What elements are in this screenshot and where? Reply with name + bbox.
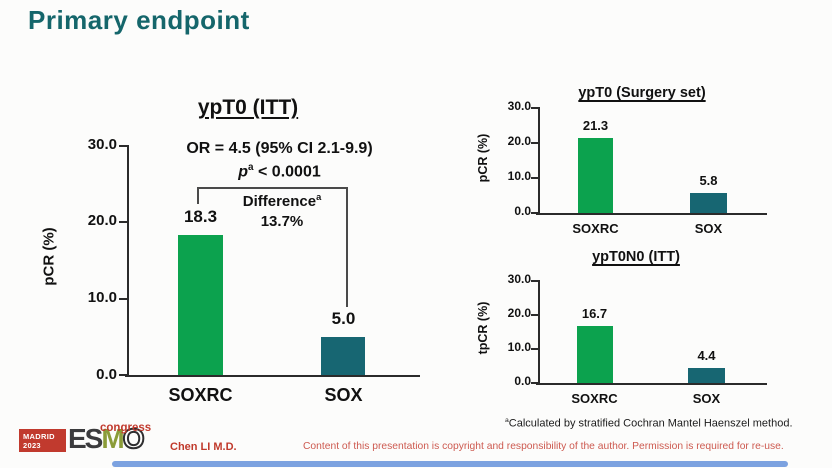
y-tick-label: 20.0 [87, 212, 117, 229]
bracket-left-tick [197, 187, 199, 204]
y-tick-label: 0.0 [514, 374, 531, 388]
y-tick-label: 30.0 [507, 99, 531, 113]
y-axis-tick [119, 374, 127, 376]
y-tick-label: 20.0 [507, 306, 531, 320]
x-axis-line [125, 375, 420, 377]
esmo-congress-logo: MADRID 2023 ESMO congress [19, 422, 169, 458]
y-tick-label: 10.0 [507, 340, 531, 354]
y-axis-tick [531, 142, 538, 144]
y-axis-title: pCR (%) [40, 227, 58, 286]
bar-value-label: 18.3 [183, 206, 218, 226]
bar-soxrc [178, 234, 223, 375]
y-tick-label: 30.0 [507, 272, 531, 286]
copyright-disclaimer: Content of this presentation is copyrigh… [303, 441, 784, 452]
category-label-soxrc: SOXRC [571, 391, 618, 406]
y-tick-label: 0.0 [514, 204, 531, 218]
y-tick-label: 0.0 [96, 366, 117, 383]
y-axis-tick [531, 107, 538, 109]
chart-title: ypT0N0 (ITT) [592, 249, 680, 265]
y-axis-tick [531, 382, 538, 384]
y-axis-tick [531, 314, 538, 316]
footnote: aCalculated by stratified Cochran Mantel… [505, 417, 793, 430]
category-label-sox: SOX [324, 385, 363, 405]
esmo-wordmark: ESMO [68, 422, 145, 455]
y-axis-tick [119, 298, 127, 300]
page-title: Primary endpoint [28, 5, 250, 35]
chart-title: ypT0 (Surgery set) [578, 85, 706, 101]
category-label-sox: SOX [692, 391, 721, 406]
bar-value-label: 5.0 [331, 308, 356, 328]
difference-value: 13.7% [260, 213, 304, 230]
author-credit: Chen LI M.D. [170, 441, 237, 453]
bar-value-label: 21.3 [582, 117, 609, 133]
madrid-2023-badge: MADRID 2023 [19, 429, 66, 452]
bracket-horizontal-line [197, 187, 348, 189]
bar-sox [688, 367, 725, 383]
y-axis-title: pCR (%) [476, 133, 490, 183]
congress-label: congress [100, 422, 152, 434]
bar-soxrc [578, 137, 613, 213]
y-tick-label: 10.0 [87, 289, 117, 306]
bar-sox [321, 336, 365, 375]
y-tick-label: 30.0 [87, 136, 117, 153]
bar-value-label: 4.4 [697, 347, 716, 363]
y-tick-label: 20.0 [507, 134, 531, 148]
y-axis-title: tpCR (%) [476, 301, 490, 355]
bar-value-label: 5.8 [699, 172, 718, 188]
y-axis-tick [119, 145, 127, 147]
bar-value-label: 16.7 [581, 305, 608, 321]
y-axis-tick [119, 221, 127, 223]
bracket-right-line [346, 187, 348, 307]
bar-soxrc [577, 325, 613, 383]
chart-title: ypT0 (ITT) [197, 96, 299, 119]
x-axis-line [536, 383, 767, 385]
category-label-sox: SOX [694, 221, 723, 236]
bottom-scrollbar[interactable] [112, 461, 788, 467]
y-axis-tick [531, 280, 538, 282]
y-tick-label: 10.0 [507, 169, 531, 183]
y-axis-line [538, 280, 540, 383]
y-axis-tick [531, 348, 538, 350]
category-label-soxrc: SOXRC [168, 385, 233, 405]
y-axis-tick [531, 177, 538, 179]
category-label-soxrc: SOXRC [572, 221, 619, 236]
difference-label: Differencea [242, 192, 322, 210]
x-axis-line [536, 213, 767, 215]
y-axis-line [538, 107, 540, 213]
y-axis-tick [531, 212, 538, 214]
bar-sox [690, 192, 727, 213]
p-value-text: pa < 0.0001 [238, 162, 321, 181]
odds-ratio-text: OR = 4.5 (95% CI 2.1-9.9) [186, 140, 373, 157]
y-axis-line [127, 145, 129, 375]
